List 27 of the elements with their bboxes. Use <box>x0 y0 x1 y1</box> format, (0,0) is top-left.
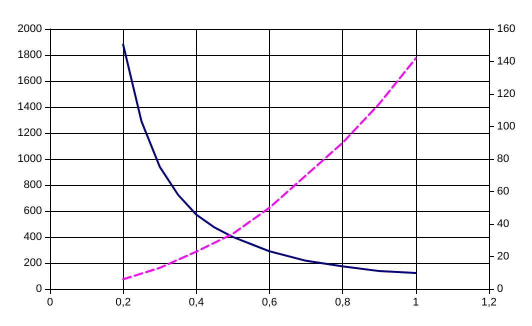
y-tick-label: 2000 <box>18 23 42 35</box>
y2-tick-label: 120 <box>497 88 516 100</box>
y-tick-label: 1000 <box>18 153 42 165</box>
y-tick-label: 600 <box>24 205 42 217</box>
y-tick-label: 0 <box>36 283 42 295</box>
y2-tick-label: 80 <box>497 153 510 165</box>
y2-tick-label: 40 <box>497 218 510 230</box>
y-tick-label: 200 <box>24 257 42 269</box>
x-tick-label: 0,2 <box>116 296 131 308</box>
x-tick-label: 0,6 <box>262 296 278 308</box>
y2-tick-label: 0 <box>497 283 504 295</box>
y2-tick-label: 60 <box>497 186 510 198</box>
y2-tick-label: 100 <box>497 120 516 132</box>
x-tick-label: 1,2 <box>481 296 497 308</box>
x-tick-label: 0,8 <box>335 296 350 308</box>
y2-tick-label: 140 <box>497 56 516 68</box>
x-tick-label: 0 <box>46 296 54 308</box>
x-tick-label: 1 <box>412 296 419 308</box>
y-tick-label: 800 <box>24 179 42 191</box>
y-tick-label: 1800 <box>18 49 42 61</box>
y2-tick-label: 160 <box>497 23 516 35</box>
y-tick-label: 400 <box>24 231 42 243</box>
x-tick-label: 0,4 <box>188 296 204 308</box>
y-tick-label: 1400 <box>18 101 42 113</box>
y-tick-label: 1600 <box>18 75 42 87</box>
y2-tick-label: 20 <box>497 250 510 262</box>
y-tick-label: 1200 <box>18 127 42 139</box>
